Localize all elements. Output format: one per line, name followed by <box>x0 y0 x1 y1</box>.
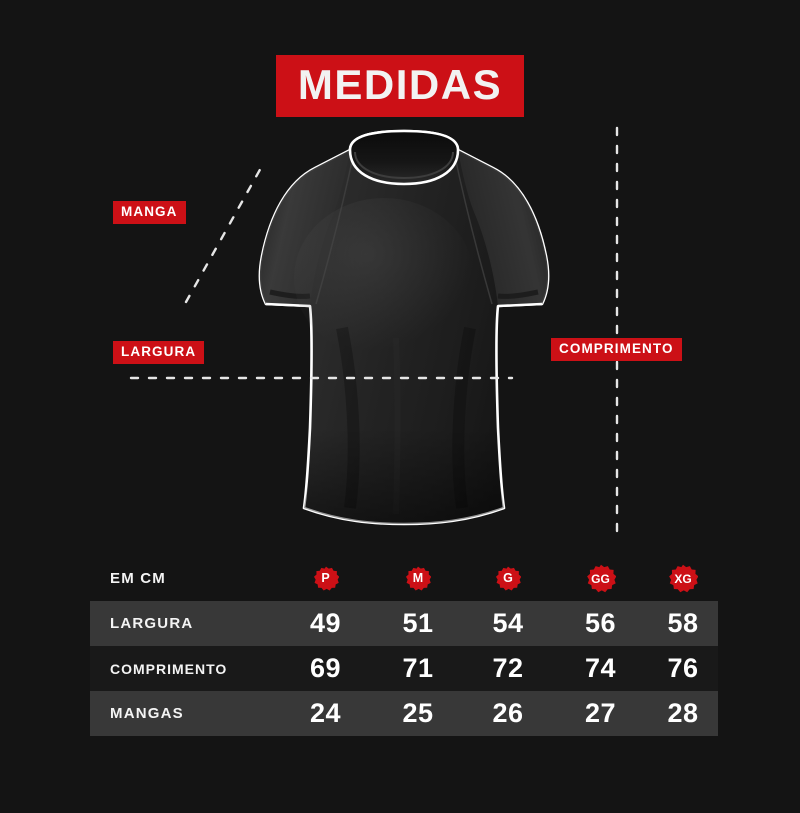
row-values-mangas: 24 25 26 27 28 <box>278 698 718 729</box>
table-row: MANGAS 24 25 26 27 28 <box>90 691 718 736</box>
measurements-table: EM CM P M <box>90 556 718 736</box>
cell-largura-p: 49 <box>309 608 342 638</box>
row-label-comprimento: COMPRIMENTO <box>110 660 228 677</box>
cell-largura-g: 54 <box>492 608 524 638</box>
cell-mangas-p: 24 <box>309 698 342 728</box>
size-badge-g[interactable]: G <box>495 566 521 592</box>
tshirt-illustration <box>246 128 562 538</box>
title-banner: MEDIDAS <box>275 55 525 117</box>
row-values-comprimento: 69 71 72 74 76 <box>278 653 718 684</box>
cell-mangas-xg: 28 <box>667 698 699 728</box>
callout-comprimento: COMPRIMENTO <box>551 338 682 361</box>
size-badge-g-label: G <box>503 571 513 586</box>
size-badge-p-label: P <box>321 571 330 586</box>
callout-manga: MANGA <box>113 201 186 224</box>
size-badge-p-cell: P <box>278 566 373 592</box>
cell-mangas-m: 25 <box>402 698 434 728</box>
row-label-mangas: MANGAS <box>110 705 184 722</box>
cell-comprimento-m: 71 <box>402 653 434 683</box>
table-header-row: EM CM P M <box>90 556 718 601</box>
size-badge-gg-cell: GG <box>553 564 648 594</box>
cell-comprimento-g: 72 <box>492 653 524 683</box>
tshirt-icon <box>258 129 550 526</box>
page-title: MEDIDAS <box>297 61 503 108</box>
cell-largura-xg: 58 <box>667 608 699 638</box>
size-badge-gg[interactable]: GG <box>586 564 616 594</box>
size-badge-xg[interactable]: XG <box>668 564 698 594</box>
cell-largura-gg: 56 <box>584 608 617 638</box>
cell-mangas-gg: 27 <box>584 698 617 728</box>
table-row: COMPRIMENTO 69 71 72 74 76 <box>90 646 718 691</box>
size-badge-g-cell: G <box>463 566 553 592</box>
starburst-badge-icon <box>586 564 616 592</box>
page-title-wrap: MEDIDAS <box>0 55 800 117</box>
cell-comprimento-p: 69 <box>309 653 342 683</box>
row-label-largura: LARGURA <box>110 615 194 632</box>
size-badge-p[interactable]: P <box>313 566 339 592</box>
callout-largura: LARGURA <box>113 341 205 364</box>
unit-label: EM CM <box>110 570 166 587</box>
starburst-badge-icon <box>495 566 521 590</box>
size-badge-m-cell: M <box>373 566 463 592</box>
size-badge-m[interactable]: M <box>405 566 431 592</box>
size-badge-xg-label: XG <box>674 571 692 586</box>
cell-comprimento-gg: 74 <box>584 653 617 683</box>
starburst-badge-icon <box>405 566 431 590</box>
table-row: LARGURA 49 51 54 56 58 <box>90 601 718 646</box>
size-badge-m-label: M <box>412 571 424 586</box>
cell-mangas-g: 26 <box>492 698 524 728</box>
starburst-badge-icon <box>313 566 339 590</box>
cell-comprimento-xg: 76 <box>667 653 699 683</box>
row-values-largura: 49 51 54 56 58 <box>278 608 718 639</box>
size-badge-xg-cell: XG <box>648 564 718 594</box>
cell-largura-m: 51 <box>402 608 434 638</box>
size-badge-gg-label: GG <box>591 571 610 586</box>
size-badges: P M G <box>278 564 718 594</box>
starburst-badge-icon <box>669 564 698 592</box>
